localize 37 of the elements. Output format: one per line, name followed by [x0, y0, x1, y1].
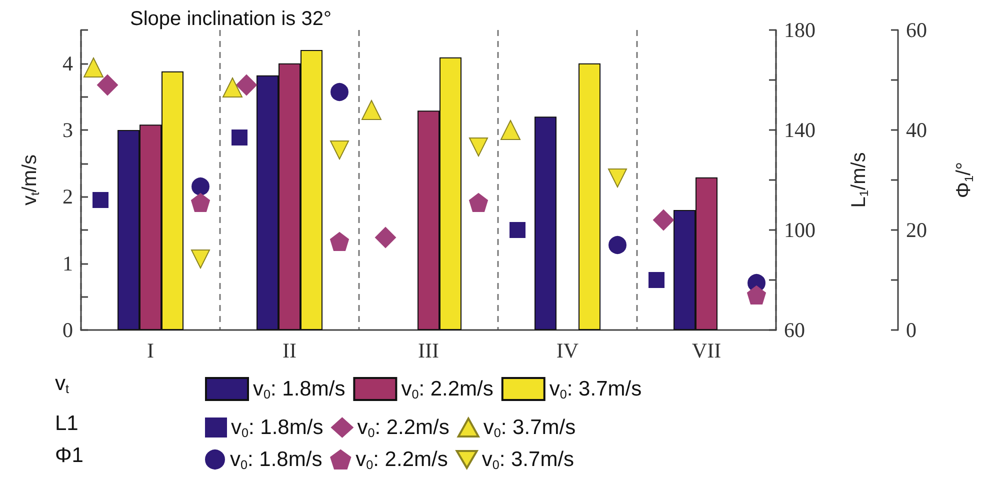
x-tick-label: IV — [556, 338, 579, 362]
bar — [578, 63, 600, 330]
y2-tick-label: 100 — [784, 218, 816, 242]
point — [469, 138, 488, 156]
point — [608, 236, 626, 254]
point — [191, 193, 210, 212]
point — [608, 168, 627, 188]
x-tick-label: III — [418, 338, 439, 362]
y-tick-label: 1 — [62, 251, 73, 276]
chart-title: Slope inclination is 32° — [130, 8, 332, 30]
x-tick-label: VII — [692, 338, 722, 362]
y3-axis-title: Φ1/° — [953, 162, 976, 198]
y3-tick-label: 60 — [906, 18, 927, 42]
point — [330, 232, 349, 251]
y-tick-label: 4 — [62, 51, 74, 76]
x-tick-label: I — [147, 338, 154, 362]
y3-tick-label: 20 — [906, 218, 927, 242]
point — [469, 193, 488, 212]
point — [192, 178, 210, 196]
y2-tick-label: 140 — [784, 118, 816, 142]
point — [191, 250, 210, 268]
y-tick-label: 0 — [62, 318, 73, 342]
y-tick-label: 3 — [62, 118, 73, 142]
text: Φ1 — [55, 444, 84, 467]
y2-tick-label: 180 — [784, 18, 816, 42]
x-tick-label: II — [282, 338, 296, 362]
y3-tick-label: 0 — [906, 318, 916, 342]
y-axis-title: vt/m/s — [19, 154, 42, 206]
y2-axis-title: L1/m/s — [848, 152, 871, 208]
y-tick-label: 2 — [62, 184, 73, 209]
point — [330, 83, 348, 101]
bar — [534, 116, 556, 330]
y2-tick-label: 60 — [784, 318, 805, 342]
point — [747, 286, 766, 304]
y3-tick-label: 40 — [906, 118, 927, 142]
point — [330, 140, 349, 160]
text: L1 — [55, 412, 78, 435]
